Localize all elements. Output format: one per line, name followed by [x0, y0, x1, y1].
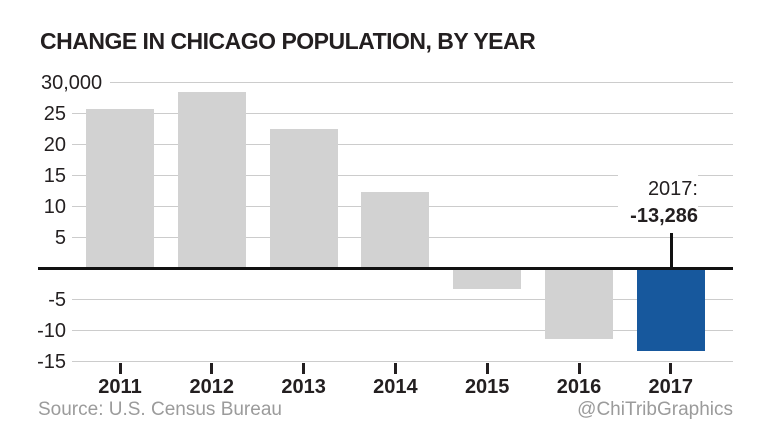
- x-axis-label-2014: 2014: [373, 376, 418, 398]
- x-axis-tick-2017: [669, 363, 673, 374]
- x-axis-tick-2015: [485, 363, 489, 374]
- bar-2011: [86, 108, 154, 269]
- x-axis-tick-2011: [118, 363, 122, 374]
- x-axis-tick-2013: [302, 363, 306, 374]
- chart-title: CHANGE IN CHICAGO POPULATION, BY YEAR: [40, 28, 536, 54]
- y-axis-tick-label: -15: [37, 350, 66, 373]
- gridline--5: [72, 299, 733, 301]
- annotation-2017: 2017: -13,286: [618, 174, 698, 232]
- y-axis-tick-label: 15: [43, 164, 66, 187]
- y-axis-tick-label: -10: [37, 319, 66, 342]
- x-axis-label-2012: 2012: [189, 376, 235, 398]
- x-axis-label-2015: 2015: [464, 376, 510, 398]
- bar-2012: [177, 91, 246, 269]
- annotation-leader-line: [670, 233, 673, 267]
- credit-label: @ChiTribGraphics: [577, 399, 733, 420]
- y-axis-tick-label: 20: [43, 133, 66, 156]
- gridline-25: [72, 113, 733, 115]
- annotation-value-label: -13,286: [630, 205, 698, 227]
- y-axis-tick-label: 10: [43, 195, 66, 218]
- bar-2016: [545, 268, 613, 339]
- zero-axis-line: [38, 267, 733, 270]
- bar-2014: [361, 191, 430, 269]
- bar-2017: [636, 268, 705, 351]
- gridline-30,000: [110, 82, 733, 84]
- y-axis-tick-label: 25: [43, 102, 66, 125]
- bar-2013: [269, 129, 338, 269]
- y-axis-tick-label: 30,000: [41, 71, 103, 94]
- x-axis-tick-2016: [577, 363, 581, 374]
- gridline--15: [72, 361, 733, 363]
- x-axis-tick-2014: [393, 363, 397, 374]
- x-axis-label-2013: 2013: [281, 376, 326, 398]
- y-axis-tick-label: 5: [54, 226, 66, 249]
- bar-2015: [453, 268, 522, 290]
- source-label: Source: U.S. Census Bureau: [38, 399, 282, 420]
- annotation-year-label: 2017:: [647, 178, 698, 200]
- gridline--10: [72, 330, 733, 332]
- x-axis-label-2017: 2017: [648, 376, 694, 398]
- gridline-20: [72, 144, 733, 146]
- gridline-15: [72, 175, 733, 177]
- x-axis-label-2016: 2016: [556, 376, 602, 398]
- x-axis-label-2011: 2011: [98, 376, 142, 398]
- y-axis-tick-label: -5: [48, 288, 66, 311]
- x-axis-tick-2012: [210, 363, 214, 374]
